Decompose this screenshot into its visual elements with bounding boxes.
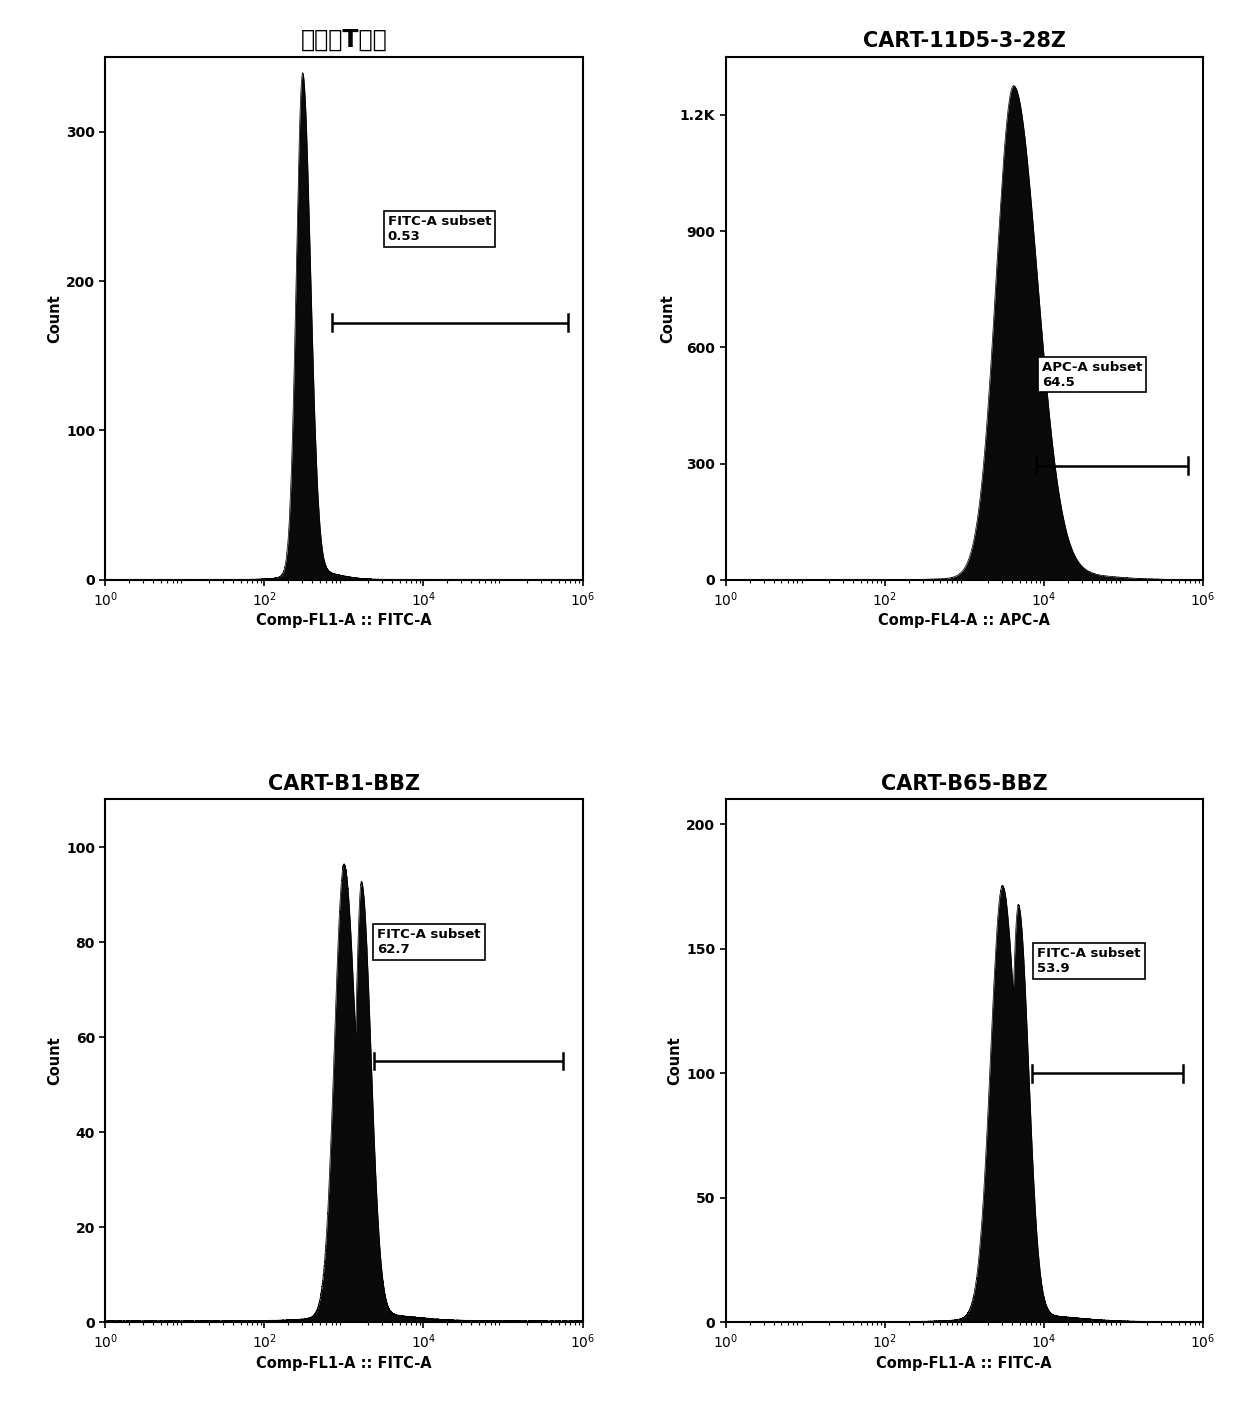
Text: APC-A subset
64.5: APC-A subset 64.5 <box>1042 361 1142 388</box>
Text: FITC-A subset
53.9: FITC-A subset 53.9 <box>1038 947 1141 975</box>
Title: CART-11D5-3-28Z: CART-11D5-3-28Z <box>863 31 1065 51</box>
Title: CART-B1-BBZ: CART-B1-BBZ <box>268 774 420 793</box>
Text: FITC-A subset
62.7: FITC-A subset 62.7 <box>377 929 481 956</box>
X-axis label: Comp-FL1-A :: FITC-A: Comp-FL1-A :: FITC-A <box>257 613 432 629</box>
X-axis label: Comp-FL1-A :: FITC-A: Comp-FL1-A :: FITC-A <box>257 1355 432 1371</box>
X-axis label: Comp-FL4-A :: APC-A: Comp-FL4-A :: APC-A <box>878 613 1050 629</box>
Y-axis label: Count: Count <box>667 1037 682 1085</box>
X-axis label: Comp-FL1-A :: FITC-A: Comp-FL1-A :: FITC-A <box>877 1355 1052 1371</box>
Title: CART-B65-BBZ: CART-B65-BBZ <box>880 774 1048 793</box>
Y-axis label: Count: Count <box>47 1037 62 1085</box>
Y-axis label: Count: Count <box>47 294 62 343</box>
Title: 未转导T细胞: 未转导T细胞 <box>300 28 387 53</box>
Y-axis label: Count: Count <box>661 294 676 343</box>
Text: FITC-A subset
0.53: FITC-A subset 0.53 <box>388 215 491 243</box>
